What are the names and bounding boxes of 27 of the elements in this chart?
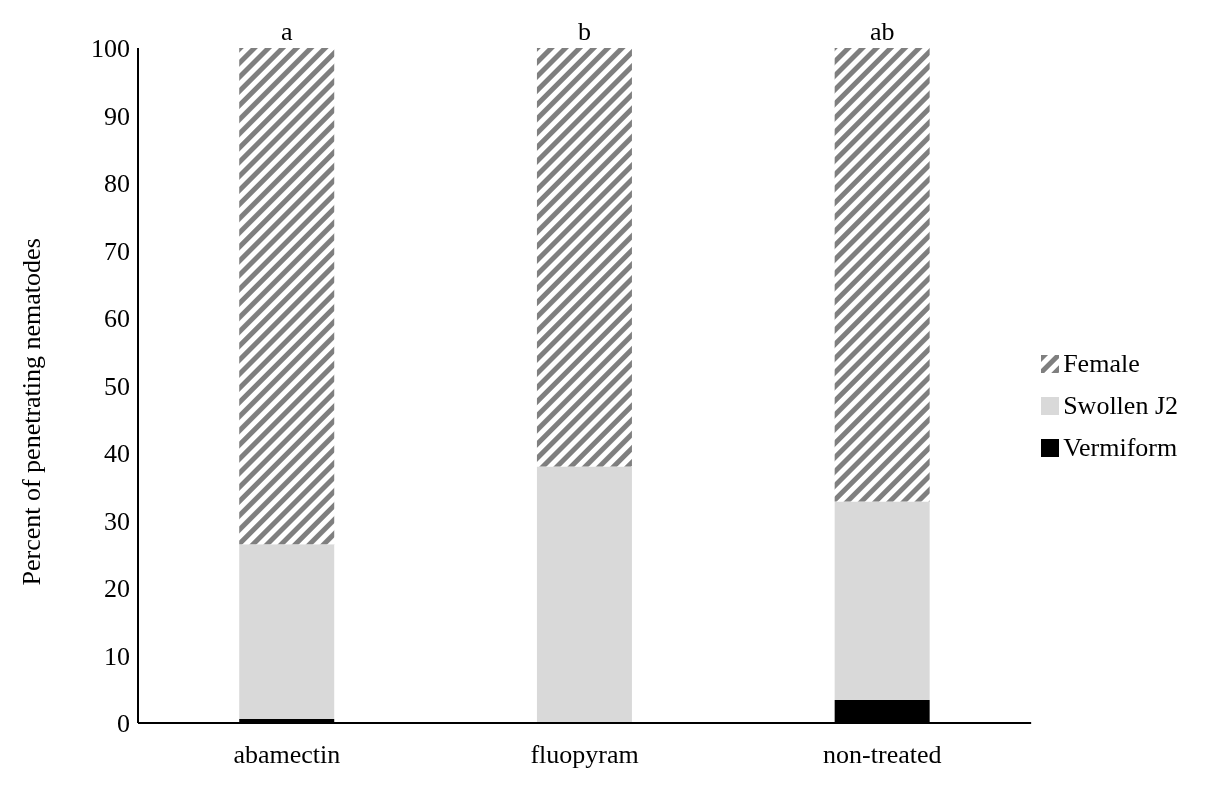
y-tick-label: 40 [104,439,130,469]
x-tick-label: abamectin [233,740,341,770]
bar [239,48,335,545]
y-tick-label: 10 [104,641,130,671]
legend-label: Vermiform [1063,432,1178,463]
legend-label: Swollen J2 [1063,390,1178,421]
bar [834,501,930,701]
y-tick-label: 60 [104,304,130,334]
bar [834,48,930,502]
y-tick-label: 30 [104,506,130,536]
y-tick-label: 100 [91,34,130,64]
bar [239,544,335,719]
y-tick-label: 20 [104,574,130,604]
annotation: b [578,17,592,46]
y-tick-label: 0 [117,709,130,739]
bar [536,48,632,467]
x-tick-label: fluopyram [530,740,639,770]
y-tick-label: 70 [104,236,130,266]
annotation: ab [870,17,895,46]
y-axis-title: Percent of penetrating nematodes [17,238,47,586]
x-tick-label: non-treated [823,740,942,770]
y-tick-label: 50 [104,371,130,401]
bar [536,466,632,723]
y-tick-label: 80 [104,169,130,199]
y-tick-label: 90 [104,101,130,131]
annotation: a [281,17,294,46]
legend-label: Female [1063,348,1140,379]
